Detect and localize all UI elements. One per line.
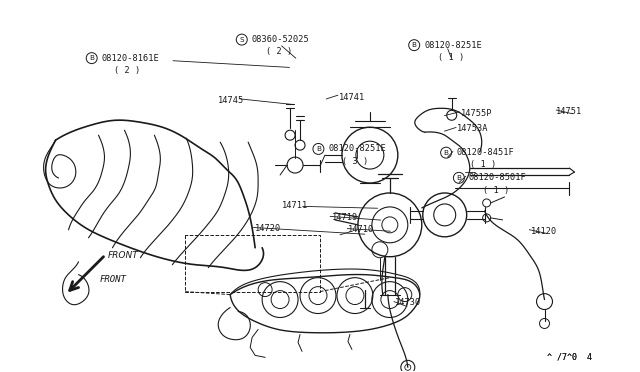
Text: 08120-8451F: 08120-8451F: [456, 148, 514, 157]
Text: B: B: [444, 150, 449, 155]
Text: 08120-8501F: 08120-8501F: [469, 173, 527, 182]
Text: 14711: 14711: [282, 201, 308, 210]
Text: ( 1 ): ( 1 ): [483, 186, 509, 195]
Text: ( 1 ): ( 1 ): [470, 160, 497, 169]
Text: ^ /7^0  4: ^ /7^0 4: [547, 353, 592, 362]
Text: 14755P: 14755P: [461, 109, 492, 118]
Text: 14720: 14720: [255, 224, 281, 233]
Text: 08120-8251E: 08120-8251E: [328, 144, 386, 153]
Text: B: B: [89, 55, 94, 61]
Text: ( 2 ): ( 2 ): [115, 66, 141, 75]
Text: FRONT: FRONT: [108, 251, 138, 260]
Text: ^ /7^0  4: ^ /7^0 4: [547, 353, 592, 362]
Text: 14741: 14741: [339, 93, 365, 102]
Text: 14753A: 14753A: [458, 124, 489, 133]
Text: 08120-8161E: 08120-8161E: [102, 54, 159, 62]
Text: S: S: [239, 36, 244, 43]
Text: 08120-8251E: 08120-8251E: [424, 41, 482, 50]
Text: 14120: 14120: [531, 227, 557, 236]
Text: B: B: [316, 146, 321, 152]
Text: ( 2 ): ( 2 ): [266, 47, 292, 56]
Text: B: B: [412, 42, 417, 48]
Text: FRONT: FRONT: [100, 275, 127, 284]
Text: ( 1 ): ( 1 ): [438, 53, 465, 62]
Text: 14719: 14719: [332, 213, 358, 222]
Text: 08360-52025: 08360-52025: [252, 35, 310, 44]
Text: 14751: 14751: [556, 108, 582, 116]
Text: 14745: 14745: [218, 96, 244, 105]
Text: ( 3 ): ( 3 ): [342, 157, 369, 166]
Text: B: B: [456, 175, 461, 181]
Text: 14710: 14710: [348, 225, 374, 234]
Text: 14730: 14730: [396, 298, 422, 307]
